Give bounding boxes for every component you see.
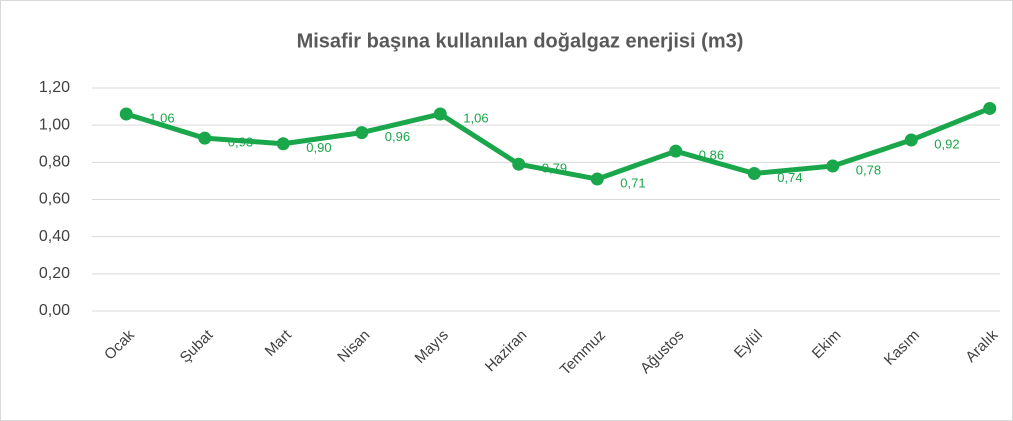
data-label: 0,92 [934,136,959,151]
data-label: 0,71 [620,175,645,190]
data-label: 0,74 [777,170,802,185]
data-label: 0,96 [385,129,410,144]
y-tick-label: 0,00 [39,302,70,319]
data-point [433,107,447,121]
data-label: 0,90 [306,140,331,155]
data-point [512,157,526,171]
y-tick-label: 0,20 [39,265,70,282]
data-label: 1,06 [149,110,174,125]
data-point [669,144,683,158]
data-line [125,106,991,182]
y-tick-label: 1,00 [39,116,70,133]
chart-title: Misafir başına kullanılan doğalgaz enerj… [297,30,744,52]
data-label: 0,79 [542,161,567,176]
data-point [119,107,133,121]
y-tick-label: 0,80 [39,154,70,171]
data-point [198,131,212,145]
y-tick-label: 1,20 [39,79,70,96]
data-point [983,101,997,115]
data-point [826,159,840,173]
data-point [276,137,290,151]
data-label: 0,86 [699,148,724,163]
data-point [904,133,918,147]
data-point [590,172,604,186]
data-point [355,126,369,140]
y-tick-label: 0,40 [39,228,70,245]
data-point [747,166,761,180]
data-label: 0,78 [856,162,881,177]
data-label: 0,93 [228,135,253,150]
y-tick-label: 0,60 [39,191,70,208]
data-label: 1,06 [463,110,488,125]
